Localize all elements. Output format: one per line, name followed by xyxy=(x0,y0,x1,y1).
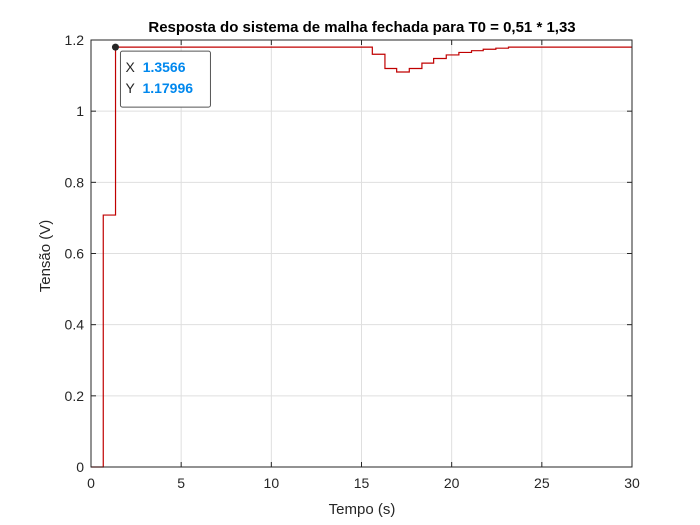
plot-area: 0 5 10 15 20 25 30 0 0.2 0.4 0.6 0.8 1 1.2 xyxy=(65,32,640,491)
datatip-box xyxy=(119,50,211,108)
x-tick-label: 25 xyxy=(534,475,550,491)
grid xyxy=(91,40,632,467)
y-tick-label: 0.6 xyxy=(65,246,85,262)
chart-title: Resposta do sistema de malha fechada par… xyxy=(148,19,575,36)
y-tick-label: 0.2 xyxy=(65,388,85,404)
x-tick-label: 10 xyxy=(264,475,280,491)
datatip-x-label: X xyxy=(125,59,135,75)
datatip[interactable]: X 1.3566 Y 1.17996 xyxy=(111,43,211,108)
x-axis-label: Tempo (s) xyxy=(329,501,396,518)
y-tick-label: 0.4 xyxy=(65,317,85,333)
datatip-marker[interactable] xyxy=(111,43,119,51)
datatip-y-row: Y 1.17996 xyxy=(125,80,193,96)
ticks: 0 5 10 15 20 25 30 0 0.2 0.4 0.6 0.8 1 1.2 xyxy=(65,32,640,491)
x-tick-label: 20 xyxy=(444,475,460,491)
datatip-y-label: Y xyxy=(125,80,135,96)
datatip-y-value: 1.17996 xyxy=(142,80,193,96)
datatip-x-row: X 1.3566 xyxy=(125,59,185,75)
x-tick-label: 30 xyxy=(624,475,640,491)
y-tick-label: 0.8 xyxy=(65,174,85,190)
y-tick-label: 1.2 xyxy=(65,32,85,48)
x-tick-label: 15 xyxy=(354,475,370,491)
y-axis-label: Tensão (V) xyxy=(37,220,54,293)
x-tick-label: 0 xyxy=(87,475,95,491)
x-tick-label: 5 xyxy=(177,475,185,491)
datatip-x-value: 1.3566 xyxy=(143,59,186,75)
y-tick-label: 1 xyxy=(76,103,84,119)
y-tick-label: 0 xyxy=(76,459,84,475)
series-line xyxy=(91,46,632,468)
